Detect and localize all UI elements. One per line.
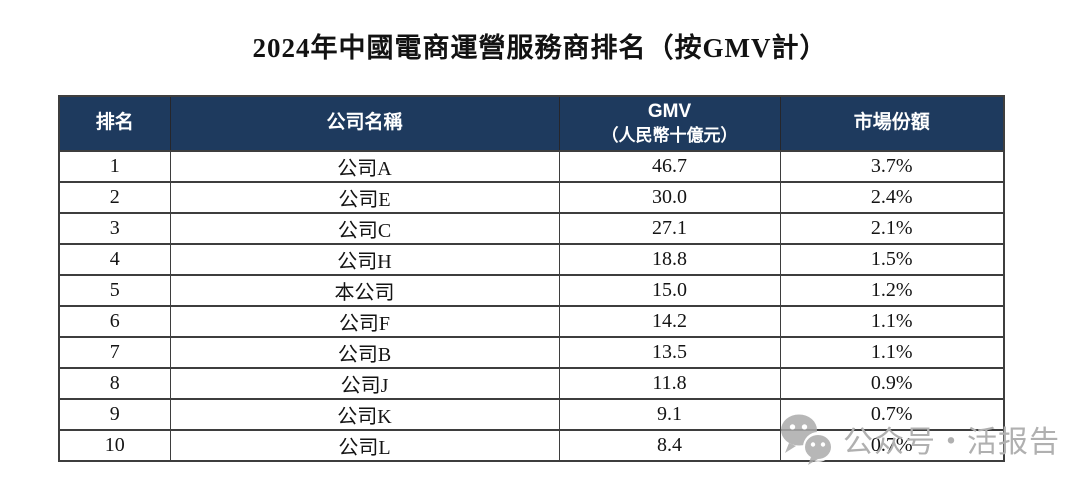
cell-rank: 6 — [58, 305, 171, 338]
table-header: 排名 公司名稱 GMV （人民幣十億元） 市場份額 — [58, 95, 1005, 152]
cell-rank: 2 — [58, 181, 171, 214]
cell-share: 1.2% — [779, 274, 1005, 307]
cell-company: 公司A — [169, 150, 560, 183]
cell-gmv: 14.2 — [558, 305, 781, 338]
cell-gmv: 8.4 — [558, 429, 781, 462]
cell-share: 2.4% — [779, 181, 1005, 214]
cell-share: 3.7% — [779, 150, 1005, 183]
page-title: 2024年中國電商運營服務商排名（按GMV計） — [252, 33, 828, 63]
cell-company: 公司L — [169, 429, 560, 462]
table-row: 6 公司F 14.2 1.1% — [58, 305, 1005, 338]
cell-company: 公司J — [169, 367, 560, 400]
cell-share: 1.1% — [779, 336, 1005, 369]
cell-share: 1.1% — [779, 305, 1005, 338]
cell-gmv: 13.5 — [558, 336, 781, 369]
header-rank: 排名 — [58, 95, 171, 152]
cell-rank: 1 — [58, 150, 171, 183]
header-company-label: 公司名稱 — [326, 112, 403, 134]
cell-company: 公司H — [169, 243, 560, 276]
cell-share: 0.9% — [779, 367, 1005, 400]
gmv-ranking-table: 排名 公司名稱 GMV （人民幣十億元） 市場份額 1 公司A 46.7 3.7… — [58, 95, 1005, 462]
cell-rank: 7 — [58, 336, 171, 369]
table-row: 8 公司J 11.8 0.9% — [58, 367, 1005, 400]
table-row: 2 公司E 30.0 2.4% — [58, 181, 1005, 214]
cell-gmv: 11.8 — [558, 367, 781, 400]
cell-gmv: 18.8 — [558, 243, 781, 276]
header-company: 公司名稱 — [169, 95, 560, 152]
table-row: 1 公司A 46.7 3.7% — [58, 150, 1005, 183]
cell-share: 2.1% — [779, 212, 1005, 245]
cell-gmv: 46.7 — [558, 150, 781, 183]
cell-gmv: 15.0 — [558, 274, 781, 307]
cell-company: 公司B — [169, 336, 560, 369]
cell-rank: 10 — [58, 429, 171, 462]
cell-rank: 5 — [58, 274, 171, 307]
header-share: 市場份額 — [779, 95, 1005, 152]
table-row: 4 公司H 18.8 1.5% — [58, 243, 1005, 276]
table-row: 10 公司L 8.4 0.7% — [58, 429, 1005, 462]
cell-share: 0.7% — [779, 398, 1005, 431]
cell-company: 公司K — [169, 398, 560, 431]
table-row: 3 公司C 27.1 2.1% — [58, 212, 1005, 245]
cell-rank: 8 — [58, 367, 171, 400]
header-gmv-label: GMV — [647, 101, 692, 123]
header-rank-label: 排名 — [95, 112, 134, 134]
header-gmv-unit: （人民幣十億元） — [601, 125, 738, 145]
header-row: 排名 公司名稱 GMV （人民幣十億元） 市場份額 — [58, 95, 1005, 152]
table-row: 7 公司B 13.5 1.1% — [58, 336, 1005, 369]
cell-company: 本公司 — [169, 274, 560, 307]
cell-gmv: 27.1 — [558, 212, 781, 245]
cell-gmv: 30.0 — [558, 181, 781, 214]
table-row: 5 本公司 15.0 1.2% — [58, 274, 1005, 307]
header-share-label: 市場份額 — [853, 112, 930, 134]
header-gmv: GMV （人民幣十億元） — [558, 95, 781, 152]
cell-rank: 9 — [58, 398, 171, 431]
cell-company: 公司E — [169, 181, 560, 214]
cell-company: 公司C — [169, 212, 560, 245]
cell-share: 1.5% — [779, 243, 1005, 276]
table-row: 9 公司K 9.1 0.7% — [58, 398, 1005, 431]
table-body: 1 公司A 46.7 3.7% 2 公司E 30.0 2.4% 3 公司C 27… — [58, 150, 1005, 462]
cell-rank: 3 — [58, 212, 171, 245]
cell-share: 0.7% — [779, 429, 1005, 462]
cell-company: 公司F — [169, 305, 560, 338]
cell-gmv: 9.1 — [558, 398, 781, 431]
cell-rank: 4 — [58, 243, 171, 276]
